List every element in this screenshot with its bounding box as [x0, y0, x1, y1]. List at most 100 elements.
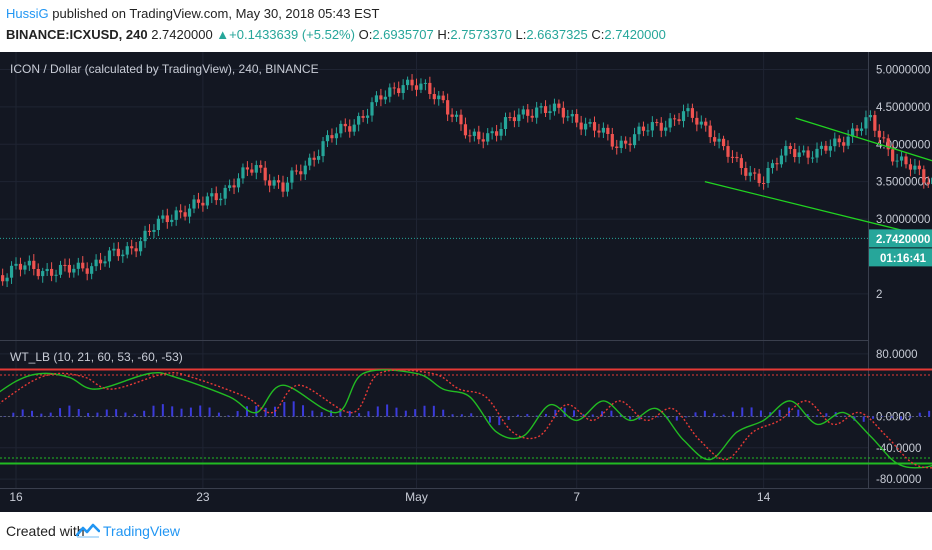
tradingview-logo-icon[interactable]: [76, 522, 100, 540]
candle-body: [241, 167, 245, 179]
candle-body: [392, 87, 396, 89]
candle-body: [517, 114, 521, 122]
candle-body: [179, 210, 183, 213]
candle-body: [419, 83, 423, 90]
candle-body: [50, 268, 54, 276]
candle-body: [107, 250, 112, 262]
candle-body: [410, 79, 414, 86]
price-tick-label: 3.0000000: [876, 214, 930, 226]
candle-body: [219, 198, 223, 201]
chart-background: [0, 52, 932, 512]
symbol-label[interactable]: BINANCE:ICXUSD, 240: [6, 27, 148, 42]
candle-body: [125, 246, 129, 255]
channel-upper-line[interactable]: [795, 117, 932, 301]
candle-body: [512, 117, 516, 122]
channel-lower-line[interactable]: [704, 181, 932, 324]
last-price: 2.7420000: [151, 27, 213, 42]
candle-body: [343, 123, 347, 127]
candle-body: [294, 170, 298, 172]
candle-body: [139, 241, 143, 252]
candle-body: [348, 126, 352, 132]
candle-body: [303, 165, 307, 175]
candle-body: [637, 126, 641, 135]
candle-body: [793, 149, 797, 158]
author-link[interactable]: HussiG: [6, 6, 49, 21]
candle-body: [744, 168, 748, 176]
candle-body: [63, 264, 67, 266]
candle-body: [27, 260, 31, 266]
candle-body: [441, 95, 445, 101]
countdown-tag: [869, 248, 932, 267]
candle-body: [245, 167, 249, 170]
wt-tick-label: -80.0000: [876, 474, 921, 486]
candle-body: [459, 114, 463, 125]
candle-body: [842, 142, 846, 146]
wt-pane-title: WT_LB (10, 21, 60, 53, -60, -53): [10, 350, 183, 364]
time-tick-label: 14: [757, 490, 771, 504]
channel-drawings[interactable]: [704, 117, 932, 324]
candle-body: [632, 134, 637, 146]
candle-body: [655, 122, 659, 124]
candle-body: [762, 182, 766, 184]
high-value: 2.7573370: [450, 27, 512, 42]
candle-body: [899, 156, 904, 161]
candle-body: [592, 122, 597, 131]
wt1-line: [0, 369, 932, 469]
candle-body: [922, 169, 926, 183]
candle-body: [908, 164, 913, 170]
candle-body: [659, 122, 663, 131]
candle-body: [196, 199, 201, 203]
price-change: +0.1433639 (+5.52%): [229, 27, 355, 42]
candle-body: [615, 146, 619, 148]
candle-body: [463, 124, 468, 136]
last-price-line: 2.7420000 01:16:41: [0, 229, 932, 267]
candle-body: [788, 146, 792, 150]
candle-body: [882, 137, 886, 139]
candle-body: [775, 163, 779, 165]
candle-body: [374, 95, 379, 103]
footer: Created with TradingView: [0, 512, 932, 550]
candle-body: [232, 185, 236, 188]
candle-body: [152, 229, 156, 232]
candle-body: [446, 100, 450, 115]
candle-body: [121, 254, 125, 257]
publisher-line: HussiG published on TradingView.com, May…: [6, 6, 379, 21]
candle-body: [521, 109, 525, 115]
candle-body: [330, 135, 334, 139]
candle-body: [913, 165, 917, 170]
candle-body: [597, 130, 601, 133]
candle-body: [130, 246, 134, 249]
tradingview-brand[interactable]: TradingView: [103, 523, 181, 539]
candle-body: [837, 138, 841, 143]
candle-body: [36, 268, 40, 277]
candle-body: [904, 156, 908, 165]
time-axis[interactable]: 1623May7142112:00Jun1118: [9, 490, 932, 504]
candle-body: [361, 116, 365, 118]
candle-body: [406, 79, 410, 86]
candle-body: [891, 149, 895, 162]
candle-body: [624, 140, 628, 144]
candle-body: [5, 277, 9, 282]
candle-body: [610, 133, 614, 147]
candle-body: [846, 136, 850, 146]
wt-level-lines: [0, 368, 932, 465]
chart-area[interactable]: ICON / Dollar (calculated by TradingView…: [0, 52, 932, 512]
open-value: 2.6935707: [372, 27, 434, 42]
low-value: 2.6637325: [526, 27, 588, 42]
candle-body: [495, 131, 499, 136]
open-label: O:: [358, 27, 373, 42]
candle-body: [873, 115, 877, 131]
candle-body: [383, 96, 387, 100]
candle-body: [9, 265, 14, 278]
candle-body: [579, 122, 583, 130]
candle-body: [388, 87, 392, 97]
candle-body: [334, 133, 338, 139]
candle-body: [254, 165, 258, 173]
candle-body: [116, 248, 120, 257]
candle-body: [868, 115, 872, 118]
candle-body: [174, 210, 178, 220]
wt-tick-label: 80.0000: [876, 349, 918, 361]
countdown-tag-text: 01:16:41: [880, 253, 927, 265]
candle-body: [802, 150, 806, 153]
candle-body: [797, 152, 801, 158]
